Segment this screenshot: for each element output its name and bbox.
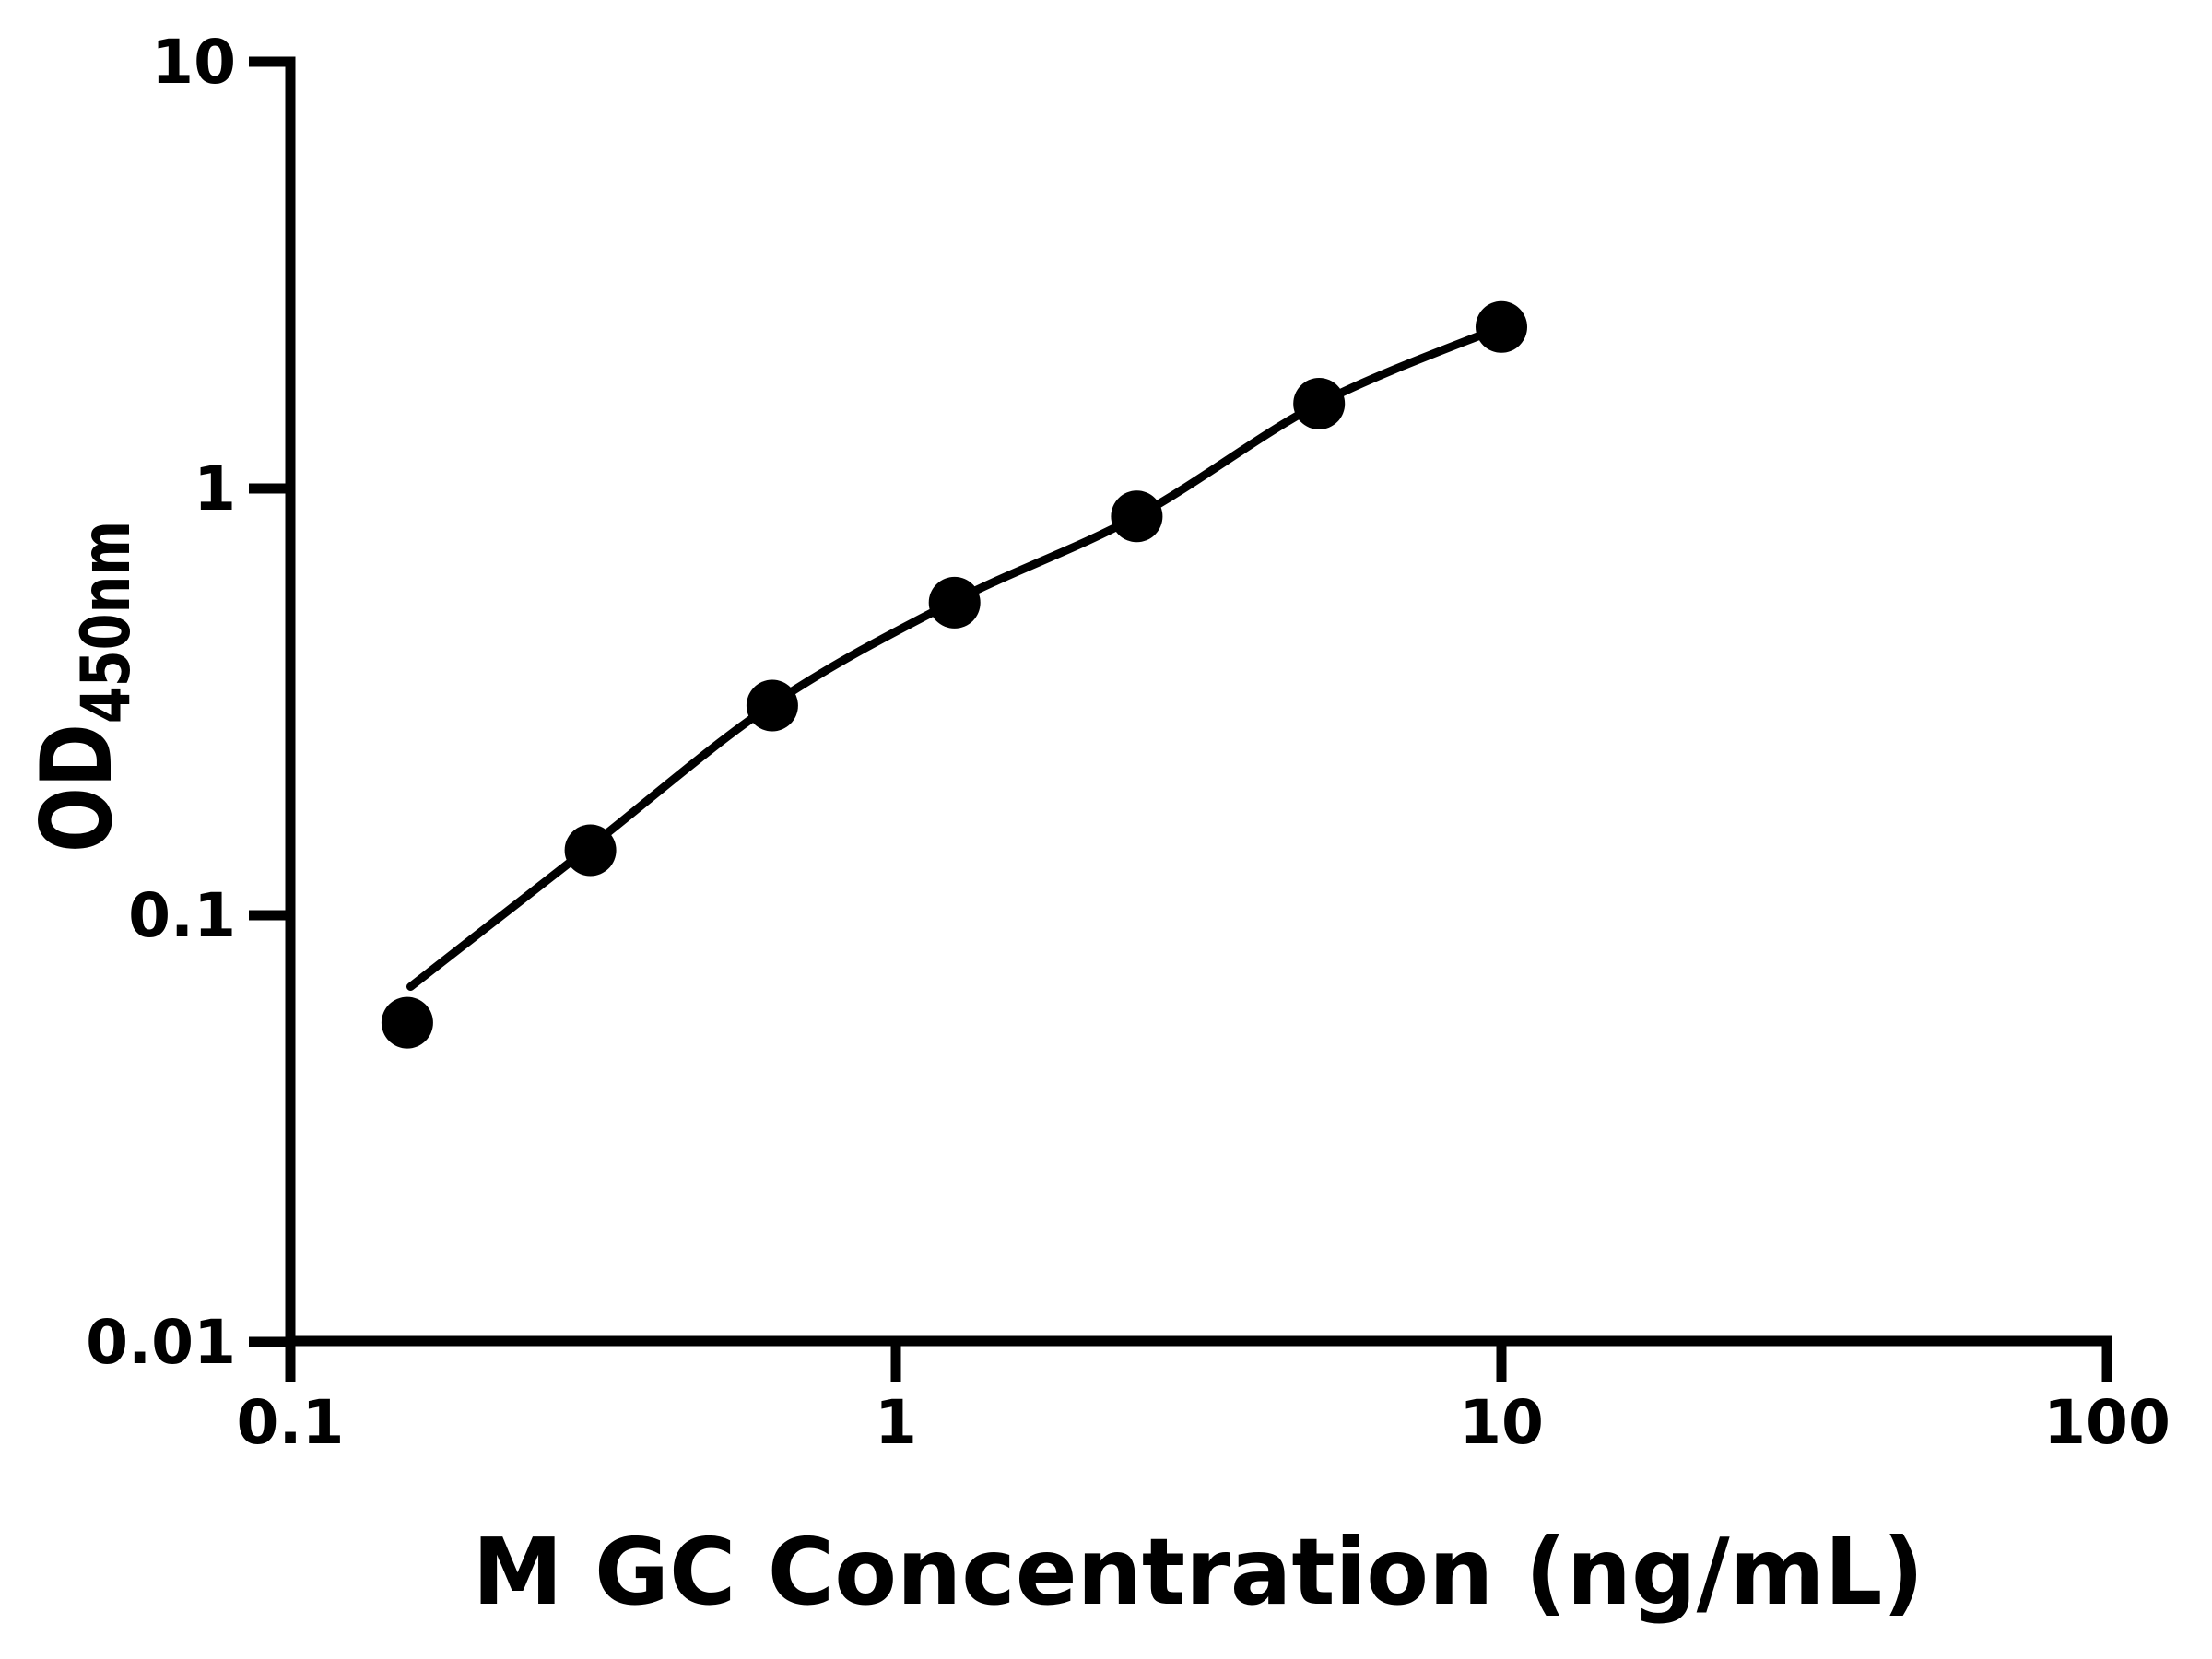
data-point — [746, 679, 798, 732]
data-point — [928, 576, 981, 629]
data-points-layer — [381, 300, 1527, 1049]
data-point — [1476, 300, 1527, 353]
x-tick-label: 100 — [2043, 1387, 2171, 1458]
x-tick-label: 10 — [1459, 1387, 1544, 1458]
y-tick-label: 10 — [151, 27, 236, 98]
data-point — [1293, 378, 1346, 429]
y-axis-title-main: OD — [20, 724, 134, 853]
x-tick-label: 0.1 — [237, 1387, 345, 1458]
data-point — [564, 824, 617, 877]
y-axis-title: OD450nm — [20, 521, 146, 853]
x-tick-label: 1 — [875, 1387, 917, 1458]
y-axis-title-subscript: 450nm — [67, 521, 146, 724]
y-tick-label: 1 — [194, 453, 236, 524]
data-point — [1111, 490, 1163, 543]
data-point — [381, 996, 433, 1049]
fit-curve-layer — [406, 323, 1506, 991]
axis-titles-layer: M GC Concentration (ng/mL) OD450nm — [20, 521, 1924, 1626]
x-axis-title: M GC Concentration (ng/mL) — [473, 1518, 1924, 1626]
fit-curve — [406, 323, 1506, 991]
y-tick-label: 0.01 — [86, 1307, 236, 1378]
y-tick-label: 0.1 — [128, 880, 236, 951]
